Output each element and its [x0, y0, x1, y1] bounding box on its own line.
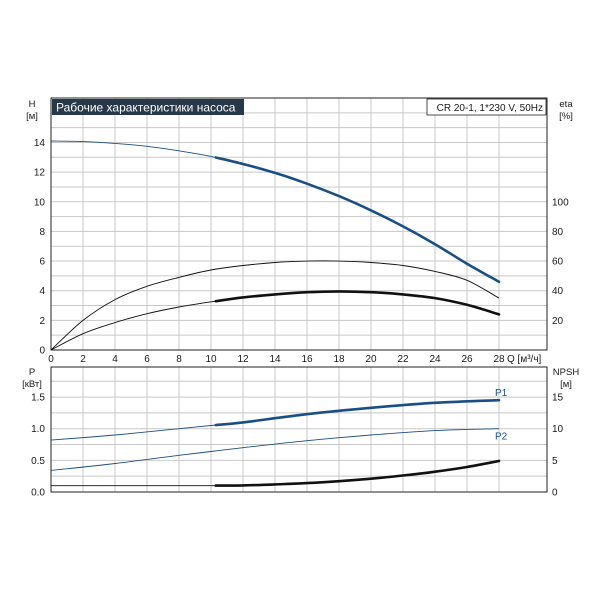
x-tick-label: 8: [176, 354, 182, 365]
npsh-tick-label: 5: [552, 456, 558, 467]
npsh-curve-operating-range: [214, 459, 501, 487]
bottom-panel-frame: [50, 366, 548, 493]
top-panel-curves: [50, 140, 501, 351]
pump-model-label: CR 20-1, 1*230 V, 50Hz: [437, 103, 543, 114]
top-panel-ticks: 0 2 4 6 8 10 12 14 16 18 20 22 24 26 28 Q [м³/ч]0246810…: [34, 138, 569, 365]
power-axis-unit: [кВт]: [22, 379, 42, 390]
head-curve-operating-range: [214, 156, 501, 284]
p1-power-curve-operating-range: [214, 398, 501, 427]
top-panel-frame: [50, 97, 548, 351]
npsh-tick-label: 10: [552, 424, 564, 435]
x-tick-label: 20: [365, 354, 377, 365]
eta-tick-label: 20: [552, 316, 564, 327]
x-tick-label: 16: [301, 354, 313, 365]
x-tick-label: 22: [397, 354, 409, 365]
chart-title: Рабочие характеристики насоса: [56, 101, 236, 115]
head-tick-label: 6: [39, 257, 45, 268]
head-tick-label: 10: [34, 197, 46, 208]
power-axis-label: P: [29, 367, 35, 378]
bottom-panel-curves: [50, 398, 501, 487]
eta-axis-label: eta: [559, 99, 573, 110]
head-tick-label: 14: [34, 138, 46, 149]
npsh-axis-label: NPSH: [553, 367, 580, 378]
eta-tick-label: 40: [552, 286, 564, 297]
x-tick-label: 14: [269, 354, 281, 365]
series-label-p2: P2: [495, 432, 508, 443]
head-tick-label: 0: [39, 346, 45, 357]
x-tick-label: 0: [48, 354, 54, 365]
eta-tick-label: 100: [552, 197, 569, 208]
series-label-p1: P1: [495, 388, 508, 399]
x-tick-label: 18: [333, 354, 345, 365]
top-panel-grid: [51, 98, 547, 350]
eta-tick-label: 60: [552, 257, 564, 268]
bottom-panel-series-labels: P1 P2: [495, 388, 508, 442]
chart-title-box: [52, 99, 244, 115]
power-tick-label: 0.5: [31, 456, 45, 467]
head-tick-label: 4: [39, 286, 45, 297]
eta-axis-unit: [%]: [559, 111, 573, 122]
x-tick-label: 6: [144, 354, 150, 365]
p2-power-curve-thin: [50, 428, 500, 471]
bottom-panel-grid: [51, 367, 547, 492]
head-tick-label: 12: [34, 168, 46, 179]
npsh-tick-label: 0: [552, 488, 558, 499]
head-tick-label: 2: [39, 316, 45, 327]
eta-total-curve-thin: [50, 260, 500, 351]
x-tick-label: 2: [80, 354, 86, 365]
x-tick-label: 24: [429, 354, 441, 365]
bottom-panel-ticks: 0.0 0.5 1.0 1.5 0 5 10 15: [31, 393, 563, 499]
power-tick-label: 1.0: [31, 424, 45, 435]
npsh-axis-unit: [м]: [560, 379, 572, 390]
x-tick-label: 10: [205, 354, 217, 365]
head-axis-label: H: [29, 99, 36, 110]
eta-tick-label: 80: [552, 227, 564, 238]
npsh-tick-label: 15: [552, 393, 564, 404]
x-tick-label: 12: [237, 354, 249, 365]
x-tick-label: 26: [461, 354, 473, 365]
pump-model-box: [426, 98, 547, 116]
power-tick-label: 0.0: [31, 488, 45, 499]
eta-pump-curve-operating-range: [214, 290, 501, 316]
head-axis-unit: [м]: [26, 111, 38, 122]
x-tick-label: 4: [112, 354, 118, 365]
x-tick-label: 28: [493, 354, 505, 365]
power-tick-label: 1.5: [31, 393, 45, 404]
head-tick-label: 8: [39, 227, 45, 238]
x-axis-unit-label: Q [м³/ч]: [507, 354, 542, 365]
